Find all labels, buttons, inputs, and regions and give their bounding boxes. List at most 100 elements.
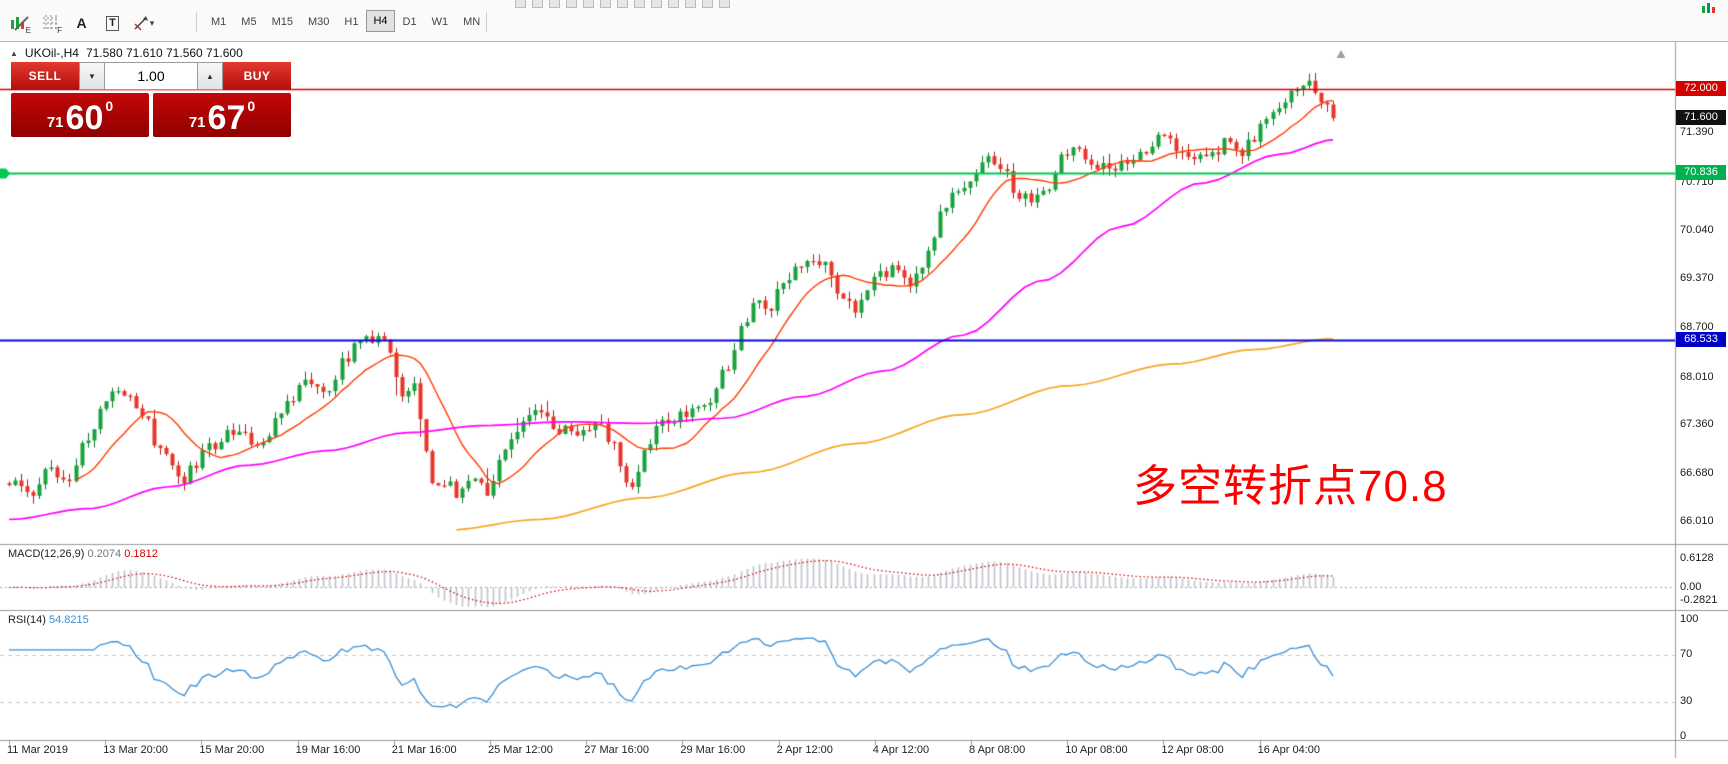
time-axis-label: 25 Mar 12:00	[488, 744, 553, 756]
macd-scale-label: -0.2821	[1680, 593, 1718, 606]
price-tag-71.600: 71.600	[1676, 110, 1726, 126]
timeframe-button-d1[interactable]: D1	[402, 16, 417, 28]
timeframe-button-m5[interactable]: M5	[241, 16, 257, 28]
shapes-glyph	[134, 16, 148, 31]
drawing-tools-group: E F A T ▾	[6, 11, 157, 35]
price-scale-tick: 70.040	[1680, 224, 1714, 236]
volume-down-button[interactable]: ▼	[79, 62, 105, 90]
clipped-toolbar-icon[interactable]	[549, 0, 560, 8]
sell-button[interactable]: SELL	[11, 62, 79, 90]
clipped-toolbar-icon[interactable]	[617, 0, 628, 8]
sell-price-big: 60	[65, 98, 104, 137]
buy-price-big: 67	[207, 98, 246, 137]
price-tag-68.533: 68.533	[1676, 331, 1726, 347]
sell-price-display[interactable]: 71 60 0	[11, 93, 149, 137]
clipped-toolbar-icon[interactable]	[719, 0, 730, 8]
timeframe-button-w1[interactable]: W1	[431, 16, 449, 28]
macd-value-signal: 0.1812	[124, 548, 158, 560]
clipped-toolbar-icon[interactable]	[600, 0, 611, 8]
time-axis-label: 4 Apr 12:00	[872, 744, 930, 756]
sell-price-main: 71	[46, 114, 64, 131]
ohlc-values: 71.580 71.610 71.560 71.600	[85, 46, 243, 60]
buy-price-main: 71	[188, 114, 206, 131]
one-click-toggle[interactable]: ▲	[10, 48, 18, 58]
sell-price-sup: 0	[105, 98, 114, 114]
macd-value-main: 0.2074	[87, 548, 122, 560]
clipped-toolbar-icon[interactable]	[685, 0, 696, 8]
clipped-toolbar-icon[interactable]	[515, 0, 526, 8]
rsi-value: 54.8215	[48, 614, 89, 626]
time-axis-label: 27 Mar 16:00	[584, 744, 650, 756]
chart-edit-icon[interactable]: E	[6, 11, 33, 35]
symbol-label: UKOil-,H4	[24, 46, 79, 60]
time-axis-label: 15 Mar 20:00	[199, 744, 265, 756]
textbox-tool-icon[interactable]: T	[99, 11, 126, 35]
chart-annotation: 多空转折点70.8	[1133, 462, 1448, 511]
clipped-toolbar-icon[interactable]	[566, 0, 577, 8]
timeframe-group: M1 M5 M15 M30 H1 H4 D1 W1 MN	[204, 10, 487, 32]
dropdown-caret-icon: ▾	[149, 17, 155, 28]
timeframe-button-m15[interactable]: M15	[271, 16, 293, 28]
clipped-toolbar-icon[interactable]	[532, 0, 543, 8]
rsi-label: RSI(14) 54.8215	[8, 614, 89, 626]
price-scale-tick: 69.370	[1680, 272, 1714, 285]
price-scale-tick: 66.680	[1680, 466, 1714, 479]
chart-header: ▲ UKOil-,H4 71.580 71.610 71.560 71.600	[10, 46, 243, 60]
time-axis-label: 13 Mar 20:00	[103, 744, 169, 756]
clipped-toolbar-icon[interactable]	[634, 0, 645, 8]
timeframe-button-h4[interactable]: H4	[366, 10, 395, 32]
macd-name: MACD(12,26,9)	[8, 548, 85, 560]
price-scale-tick: 71.390	[1680, 126, 1714, 139]
time-axis-label: 21 Mar 16:00	[391, 744, 457, 756]
volume-input[interactable]	[105, 62, 197, 90]
mini-bar	[1707, 3, 1710, 13]
grid-glyph	[42, 15, 59, 31]
macd-label: MACD(12,26,9) 0.2074 0.1812	[8, 548, 158, 560]
timeframe-button-m30[interactable]: M30	[307, 16, 330, 28]
rsi-scale-label: 0	[1680, 730, 1687, 742]
macd-scale-label: 0.00	[1680, 580, 1702, 593]
time-axis-label: 12 Apr 08:00	[1161, 744, 1224, 756]
buy-price-sup: 0	[247, 98, 256, 114]
time-axis-label: 29 Mar 16:00	[680, 744, 746, 756]
time-axis-label: 11 Mar 2019	[7, 744, 68, 756]
grid-icon[interactable]: F	[37, 11, 64, 35]
clipped-toolbar-icons	[515, 0, 730, 8]
price-scale-tick: 67.360	[1680, 417, 1714, 430]
price-tag-70.836: 70.836	[1676, 165, 1726, 181]
time-axis-label: 10 Apr 08:00	[1065, 744, 1128, 756]
volume-up-button[interactable]: ▲	[197, 62, 223, 90]
icon-sub-label: E	[25, 26, 31, 35]
timeframe-button-h1[interactable]: H1	[344, 16, 359, 28]
timeframe-button-mn[interactable]: MN	[463, 16, 481, 28]
trade-controls-row: SELL ▼ ▲ BUY	[11, 62, 291, 90]
price-scale-tick: 68.700	[1680, 320, 1714, 333]
toolbar-separator	[486, 12, 487, 32]
clipped-toolbar-icon[interactable]	[668, 0, 679, 8]
trade-prices-row: 71 60 0 71 67 0	[11, 93, 291, 137]
mini-bar	[1712, 7, 1715, 13]
rsi-name: RSI(14)	[8, 614, 46, 626]
icon-sub-label: F	[57, 26, 62, 35]
time-axis-label: 8 Apr 08:00	[969, 744, 1026, 756]
macd-scale-label: 0.6128	[1680, 551, 1714, 564]
timeframe-button-m1[interactable]: M1	[211, 16, 227, 28]
toolbar: E F A T ▾ M1 M5 M15 M30 H1 H4 D1 W1	[0, 0, 1728, 42]
chart-edit-glyph	[10, 16, 29, 31]
time-axis-label: 19 Mar 16:00	[295, 744, 361, 756]
clipped-toolbar-icon[interactable]	[583, 0, 594, 8]
toolbar-separator	[196, 12, 197, 32]
price-tag-72.000: 72.000	[1676, 81, 1726, 97]
clipped-toolbar-icon[interactable]	[651, 0, 662, 8]
buy-price-display[interactable]: 71 67 0	[153, 93, 291, 137]
text-tool-icon[interactable]: A	[76, 15, 87, 31]
shapes-tool-icon[interactable]: ▾	[130, 11, 157, 35]
price-scale-tick: 68.010	[1680, 370, 1714, 383]
buy-button[interactable]: BUY	[223, 62, 291, 90]
one-click-trading-panel: SELL ▼ ▲ BUY 71 60 0 71 67 0	[11, 62, 291, 137]
price-scale-tick: 66.010	[1680, 515, 1714, 528]
mini-chart-icon[interactable]	[1702, 2, 1720, 13]
time-axis-label: 2 Apr 12:00	[776, 744, 833, 756]
rsi-scale-label: 30	[1680, 694, 1693, 707]
clipped-toolbar-icon[interactable]	[702, 0, 713, 8]
